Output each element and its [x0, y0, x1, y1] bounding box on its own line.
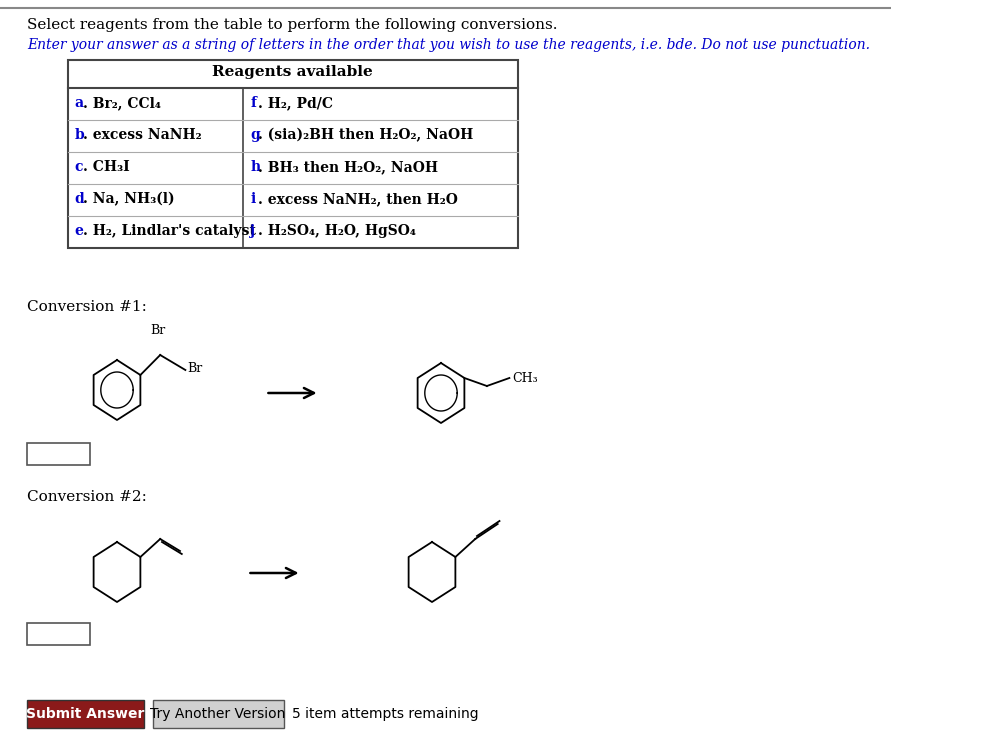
Text: Reagents available: Reagents available [212, 65, 373, 79]
Text: . excess NaNH₂: . excess NaNH₂ [83, 128, 201, 142]
Text: Select reagents from the table to perform the following conversions.: Select reagents from the table to perfor… [27, 18, 557, 32]
Text: . (sia)₂BH then H₂O₂, NaOH: . (sia)₂BH then H₂O₂, NaOH [258, 128, 473, 142]
Text: . excess NaNH₂, then H₂O: . excess NaNH₂, then H₂O [258, 192, 458, 206]
Text: Conversion #2:: Conversion #2: [27, 490, 147, 504]
Bar [27, 443, 90, 465]
Text: . H₂, Lindlar's catalyst: . H₂, Lindlar's catalyst [83, 224, 255, 238]
Text: j: j [250, 224, 255, 238]
Text: 5 item attempts remaining: 5 item attempts remaining [292, 707, 479, 721]
Text: . Na, NH₃(l): . Na, NH₃(l) [83, 192, 174, 206]
Text: Conversion #1:: Conversion #1: [27, 300, 147, 314]
Bar [153, 700, 283, 728]
Text: g: g [250, 128, 260, 142]
Text: Br: Br [150, 324, 166, 337]
Text: b: b [74, 128, 84, 142]
Text: c: c [74, 160, 83, 174]
Text: a: a [74, 96, 84, 110]
Text: Submit Answer: Submit Answer [27, 707, 145, 721]
Text: e: e [74, 224, 83, 238]
Bar [67, 60, 518, 248]
Text: f: f [250, 96, 256, 110]
Text: d: d [74, 192, 84, 206]
Text: . H₂SO₄, H₂O, HgSO₄: . H₂SO₄, H₂O, HgSO₄ [258, 224, 417, 238]
Text: . CH₃I: . CH₃I [83, 160, 130, 174]
Text: . H₂, Pd/C: . H₂, Pd/C [258, 96, 334, 110]
Bar [27, 623, 90, 645]
Text: Enter your answer as a string of letters in the order that you wish to use the r: Enter your answer as a string of letters… [27, 38, 870, 52]
Text: i: i [250, 192, 255, 206]
Bar [27, 700, 144, 728]
Text: h: h [250, 160, 260, 174]
Text: Br: Br [187, 362, 202, 374]
Text: CH₃: CH₃ [512, 371, 538, 385]
Text: Try Another Version: Try Another Version [150, 707, 285, 721]
Text: . BH₃ then H₂O₂, NaOH: . BH₃ then H₂O₂, NaOH [258, 160, 439, 174]
Text: . Br₂, CCl₄: . Br₂, CCl₄ [83, 96, 160, 110]
